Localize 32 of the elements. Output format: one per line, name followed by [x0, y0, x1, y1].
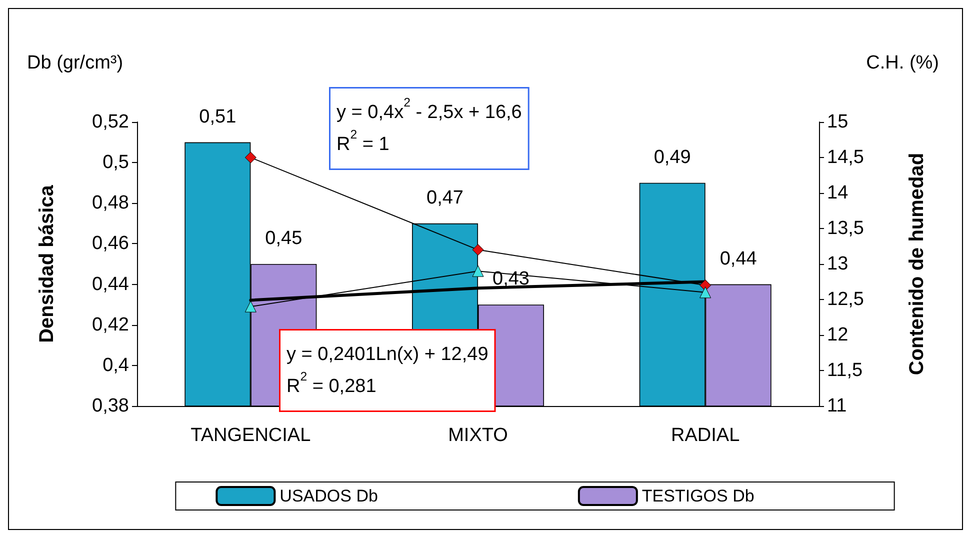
y-axis-title: Densidad básica: [36, 184, 58, 343]
y2-tick-label: 13,5: [827, 218, 864, 239]
y-tick-label: 0,48: [92, 192, 129, 214]
y-tick-label: 0,38: [92, 396, 129, 416]
y-tick-label: 0,42: [92, 314, 129, 336]
y2-tick-label: 11,5: [827, 360, 863, 381]
y-tick-label: 0,44: [92, 274, 130, 295]
data-label: 0,45: [265, 228, 302, 249]
legend-label: USADOS Db: [280, 486, 378, 506]
data-label: 0,51: [199, 106, 236, 128]
data-label: 0,49: [654, 146, 691, 168]
x-tick-label: MIXTO: [448, 425, 508, 446]
y2-tick-label: 15: [827, 112, 848, 132]
data-label: 0,47: [426, 187, 464, 208]
y2-tick-label: 12,5: [827, 289, 864, 310]
y2-tick-label: 13: [827, 254, 848, 274]
y-tick-label: 0,52: [92, 112, 129, 132]
y-tick-label: 0,5: [102, 152, 129, 174]
y2-axis-title: Contenido de humedad: [906, 152, 928, 376]
y-tick-label: 0,4: [102, 354, 130, 376]
y2-tick-label: 12: [827, 324, 848, 346]
data-label: 0,44: [720, 248, 758, 270]
y-tick-label: 0,46: [92, 233, 129, 254]
text: Db (gr/cm³): [27, 52, 124, 74]
x-tick-label: TANGENCIAL: [190, 425, 311, 446]
text: C.H. (%): [866, 52, 939, 74]
y2-tick-label: 11: [827, 396, 847, 416]
x-tick-label: RADIAL: [671, 425, 740, 446]
data-label: 0,43: [492, 268, 530, 290]
y2-tick-label: 14,5: [827, 147, 864, 168]
legend-label: TESTIGOS Db: [642, 486, 754, 506]
y2-tick-label: 14: [827, 182, 849, 204]
